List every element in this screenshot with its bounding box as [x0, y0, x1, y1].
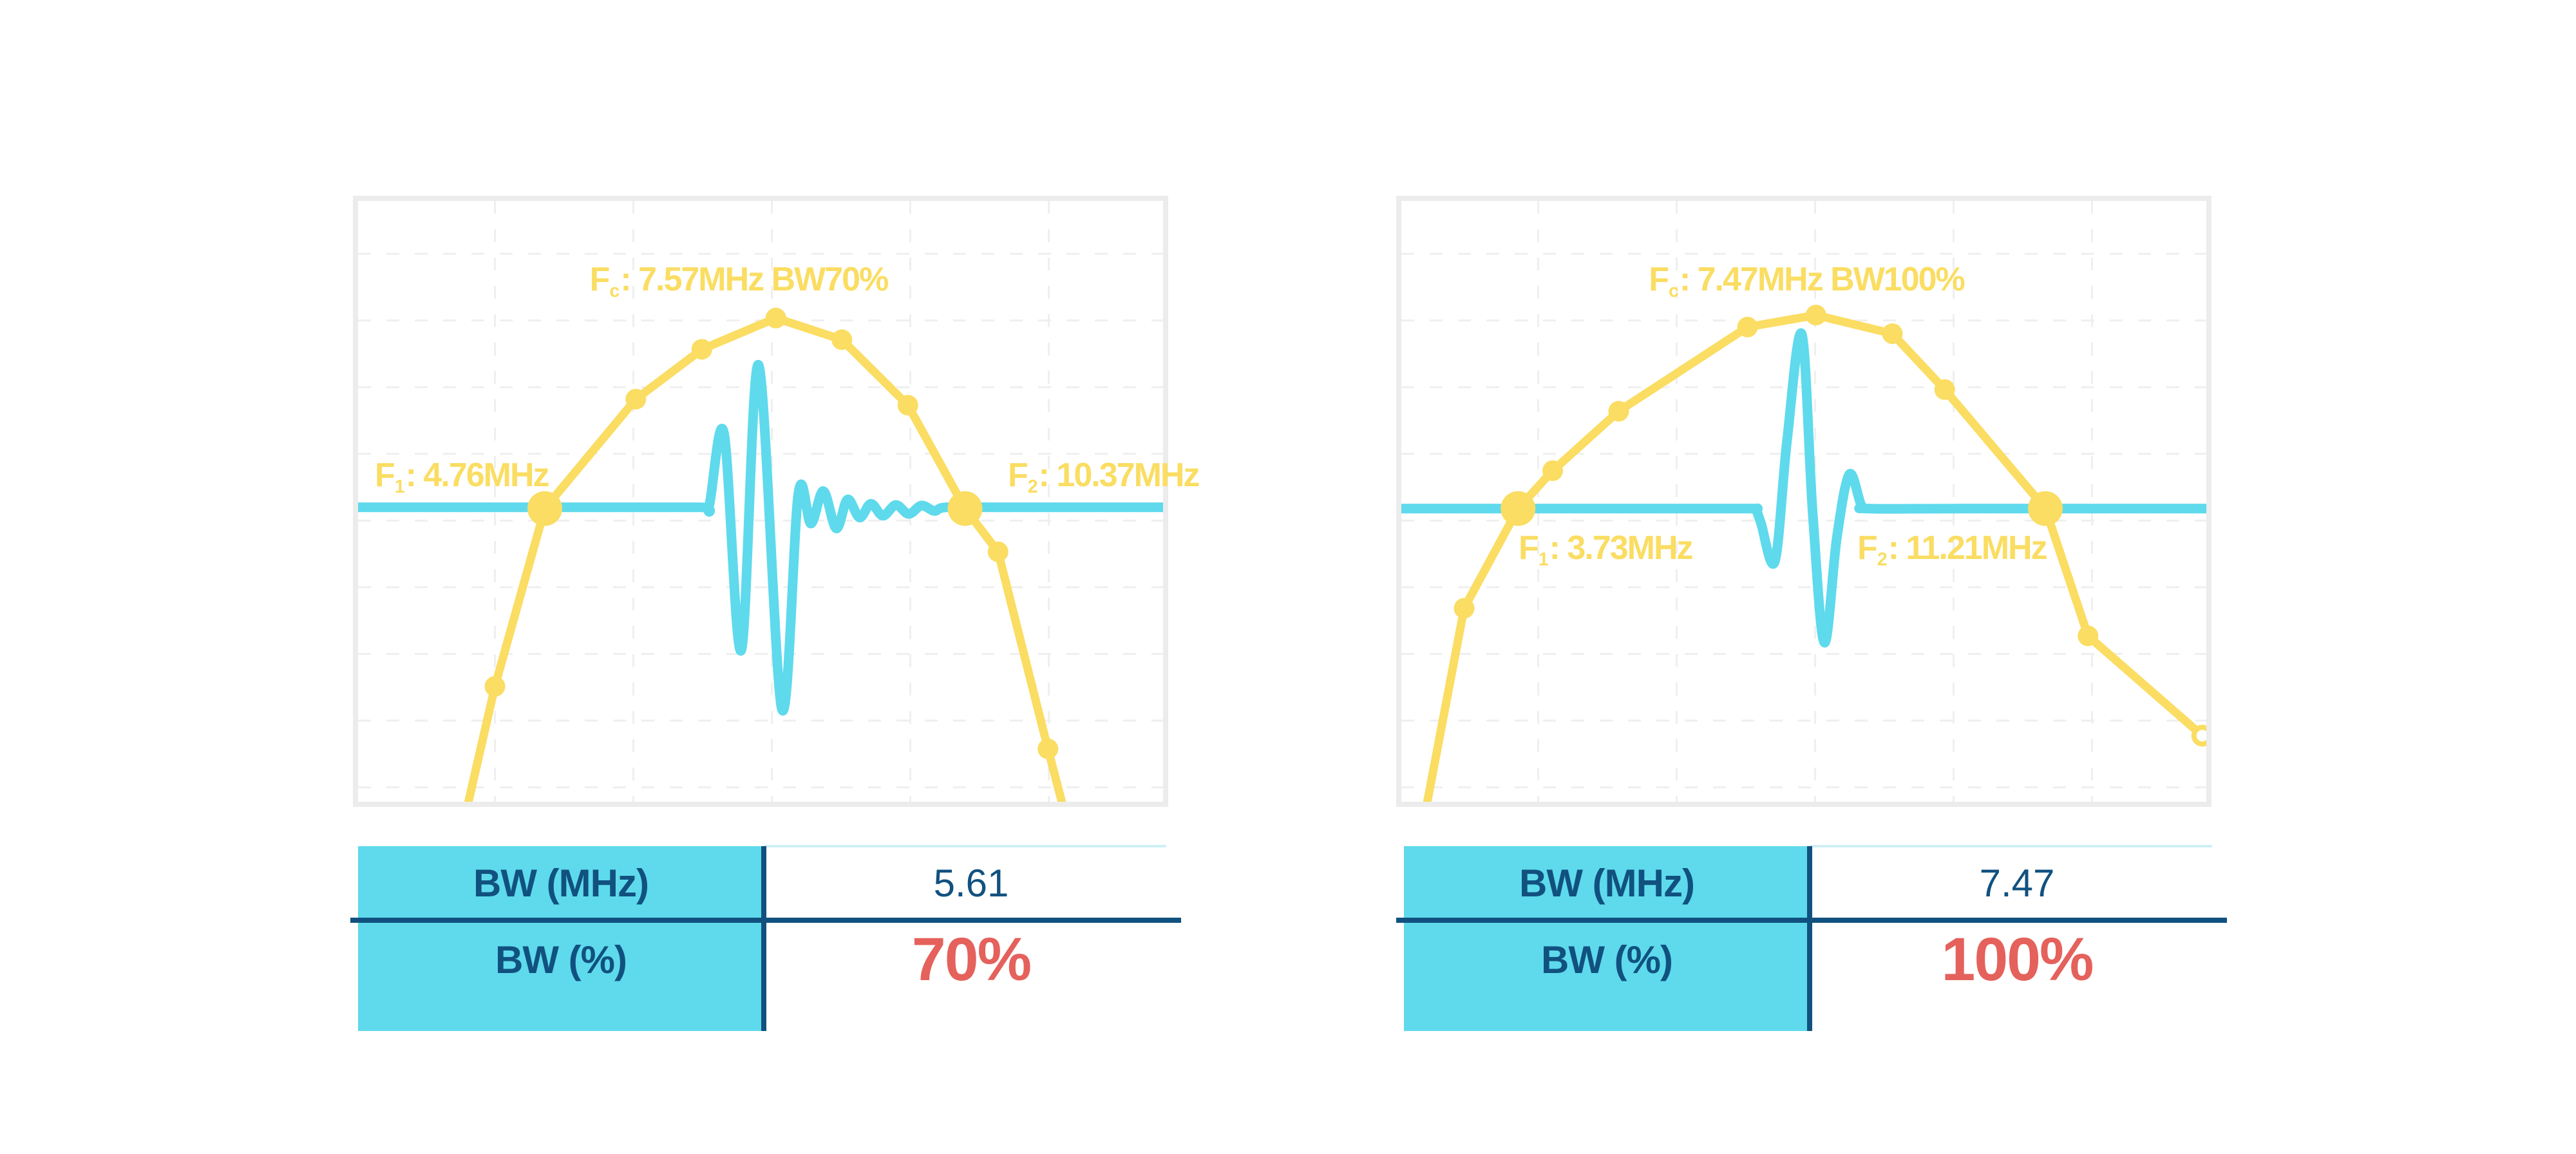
- f2-prefix: F: [1008, 457, 1028, 494]
- bw-mhz-value: 7.47: [1979, 862, 2055, 905]
- table-row: BW (MHz) 5.61: [358, 846, 1179, 920]
- bw-mhz-header-cell: BW (MHz): [358, 846, 764, 920]
- bw-percent-value-cell: 70%: [764, 920, 1179, 1031]
- f1-text: : 4.76MHz: [405, 457, 550, 494]
- f1-prefix: F: [1519, 529, 1539, 567]
- bw-percent-header-cell: BW (%): [1404, 920, 1810, 1031]
- spectrum-plot-bw70: Fc: 7.57MHz BW70% F1: 4.76MHz F2: 10.37M…: [353, 196, 1200, 807]
- fc-subscript: c: [609, 280, 620, 301]
- bw-mhz-label: BW (MHz): [1519, 862, 1695, 905]
- fc-subscript: c: [1668, 280, 1679, 301]
- f2-annotation: F2: 10.37MHz: [1008, 456, 1200, 500]
- bw-mhz-label: BW (MHz): [473, 862, 649, 905]
- bw-mhz-header-cell: BW (MHz): [1404, 846, 1810, 920]
- bw-percent-header-cell: BW (%): [358, 920, 764, 1031]
- spectrum-chart-svg-bw70: [358, 201, 1163, 802]
- table-row: BW (MHz) 7.47: [1404, 846, 2224, 920]
- fc-text: : 7.57MHz BW70%: [620, 261, 889, 298]
- bw-table-bw100: BW (MHz) 7.47 BW (%) 100%: [1396, 845, 2227, 1031]
- table-row-divider: [1396, 918, 2227, 923]
- f1-subscript: 1: [1538, 549, 1549, 570]
- table-column-divider: [761, 846, 766, 1031]
- spectrum-chart-svg-bw100: [1401, 201, 2206, 802]
- fc-annotation: Fc: 7.57MHz BW70%: [589, 260, 889, 304]
- table-column-divider: [1807, 846, 1812, 1031]
- table-row-divider: [350, 918, 1181, 923]
- f2-text: : 10.37MHz: [1038, 457, 1200, 494]
- f2-prefix: F: [1857, 529, 1878, 567]
- value-column-top-border: [1810, 845, 2212, 847]
- fc-prefix: F: [1649, 261, 1669, 298]
- bw-percent-label: BW (%): [495, 938, 627, 981]
- f1-prefix: F: [375, 457, 395, 494]
- f1-text: : 3.73MHz: [1549, 529, 1694, 567]
- f2-text: : 11.21MHz: [1888, 529, 2048, 567]
- bw-mhz-value-cell: 5.61: [764, 846, 1179, 920]
- bw-percent-value: 100%: [1941, 925, 2094, 994]
- table-row: BW (%) 100%: [1404, 920, 2224, 1031]
- bw-mhz-value-cell: 7.47: [1810, 846, 2224, 920]
- spectrum-plot-bw100: Fc: 7.47MHz BW100% F1: 3.73MHz F2: 11.21…: [1396, 196, 2211, 807]
- bw-percent-label: BW (%): [1541, 938, 1673, 981]
- f2-subscript: 2: [1877, 549, 1888, 570]
- bw-percent-value: 70%: [911, 925, 1032, 994]
- fc-prefix: F: [589, 261, 611, 298]
- fc-annotation: Fc: 7.47MHz BW100%: [1649, 260, 1965, 304]
- f1-annotation: F1: 3.73MHz: [1519, 529, 1694, 572]
- bw-percent-value-cell: 100%: [1810, 920, 2224, 1031]
- f1-subscript: 1: [394, 476, 405, 497]
- f1-annotation: F1: 4.76MHz: [375, 456, 550, 500]
- table-row: BW (%) 70%: [358, 920, 1179, 1031]
- f2-annotation: F2: 11.21MHz: [1857, 529, 2048, 572]
- bw-mhz-value: 5.61: [933, 862, 1009, 905]
- fc-text: : 7.47MHz BW100%: [1679, 261, 1965, 298]
- bw-table-bw70: BW (MHz) 5.61 BW (%) 70%: [350, 845, 1181, 1031]
- value-column-top-border: [764, 845, 1166, 847]
- f2-subscript: 2: [1027, 476, 1038, 497]
